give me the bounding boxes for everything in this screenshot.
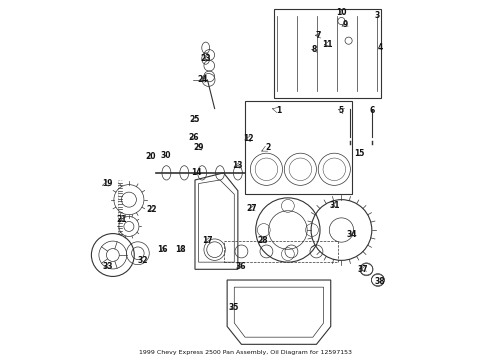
Text: 6: 6 — [369, 106, 374, 115]
Text: 12: 12 — [244, 134, 254, 143]
Text: 21: 21 — [117, 215, 127, 224]
Text: 29: 29 — [194, 143, 204, 152]
Text: 23: 23 — [200, 54, 211, 63]
Text: 27: 27 — [247, 204, 257, 213]
Text: 2: 2 — [266, 143, 271, 152]
Text: 1: 1 — [276, 106, 282, 115]
Text: 36: 36 — [236, 262, 246, 271]
Text: 38: 38 — [375, 277, 385, 286]
Text: 33: 33 — [102, 262, 113, 271]
Text: 8: 8 — [312, 45, 318, 54]
Text: 20: 20 — [145, 152, 156, 161]
Text: 9: 9 — [343, 20, 347, 29]
Text: 7: 7 — [316, 31, 321, 40]
Text: 28: 28 — [258, 236, 268, 245]
Text: 10: 10 — [336, 8, 347, 17]
Text: 3: 3 — [374, 11, 380, 20]
Text: 18: 18 — [175, 245, 186, 254]
Text: 32: 32 — [138, 256, 148, 265]
Text: 25: 25 — [190, 115, 200, 124]
Text: 16: 16 — [158, 245, 168, 254]
Text: 35: 35 — [228, 303, 239, 312]
Text: 30: 30 — [160, 151, 171, 160]
Text: 15: 15 — [354, 149, 365, 158]
Text: 14: 14 — [192, 168, 202, 177]
Text: 4: 4 — [378, 43, 383, 52]
Text: 22: 22 — [147, 205, 157, 214]
Text: 37: 37 — [358, 265, 368, 274]
Text: 34: 34 — [347, 230, 357, 239]
Text: 17: 17 — [202, 236, 213, 245]
Text: 24: 24 — [197, 76, 207, 85]
Text: 31: 31 — [329, 201, 340, 210]
Text: 1999 Chevy Express 2500 Pan Assembly, Oil Diagram for 12597153: 1999 Chevy Express 2500 Pan Assembly, Oi… — [139, 350, 351, 355]
Text: 13: 13 — [233, 161, 243, 170]
Text: 26: 26 — [188, 132, 198, 141]
Text: 11: 11 — [322, 40, 332, 49]
Text: 5: 5 — [339, 106, 344, 115]
Text: 19: 19 — [102, 179, 113, 188]
